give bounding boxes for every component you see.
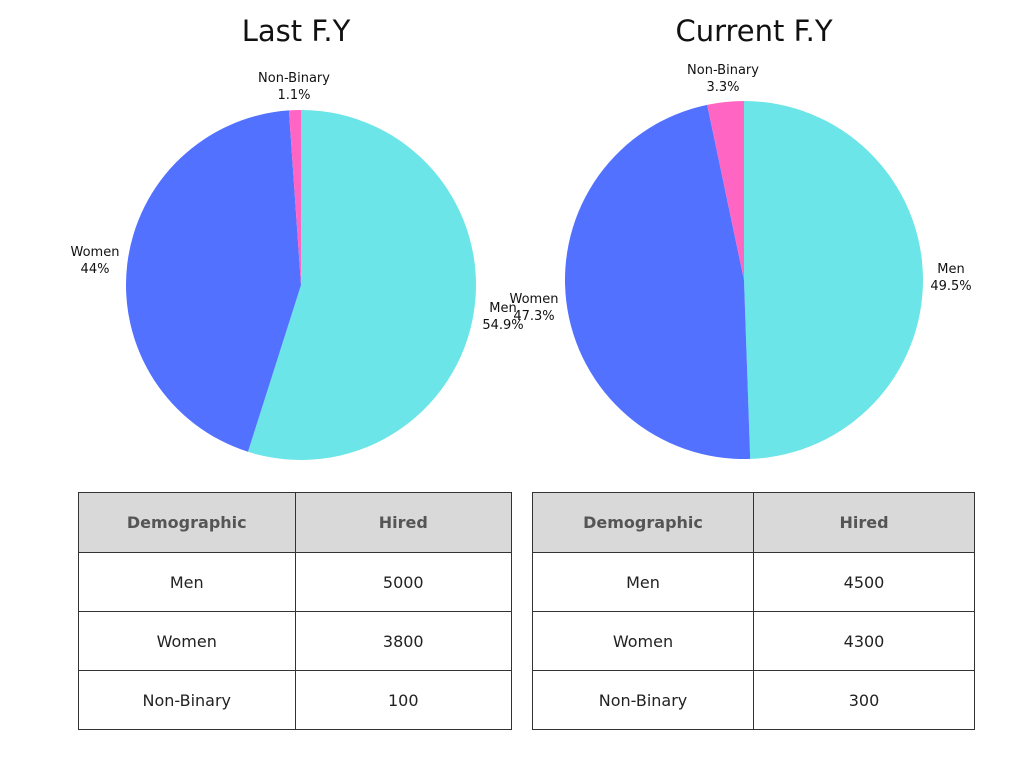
table-row: Non-Binary 100 bbox=[78, 670, 512, 730]
table-row: Non-Binary 300 bbox=[532, 670, 975, 730]
pie-slice-women bbox=[565, 104, 751, 459]
cell-hired: 300 bbox=[753, 670, 975, 730]
cell-demographic: Men bbox=[78, 552, 296, 612]
slice-value-label-women: 44% bbox=[81, 262, 110, 277]
column-header-hired: Hired bbox=[294, 492, 512, 553]
slice-label-women: Women bbox=[510, 292, 559, 307]
column-header-demographic: Demographic bbox=[78, 492, 296, 553]
pie-slice-non-binary bbox=[288, 110, 301, 285]
hiring-table-current-fy: Demographic Hired Men 4500 Women 4300 No… bbox=[532, 492, 975, 730]
table-row: Men 5000 bbox=[78, 552, 512, 612]
chart-title-current-fy: Current F.Y bbox=[675, 14, 833, 48]
cell-demographic: Women bbox=[78, 611, 296, 671]
slice-value-label-non-binary: 1.1% bbox=[277, 88, 310, 103]
pie-slice-women bbox=[125, 110, 301, 452]
table-header-row: Demographic Hired bbox=[532, 492, 975, 553]
cell-hired: 5000 bbox=[294, 552, 512, 612]
slice-label-men: Men bbox=[489, 301, 516, 316]
cell-demographic: Women bbox=[532, 611, 754, 671]
pie-slice-non-binary bbox=[707, 101, 744, 280]
chart-title-last-fy: Last F.Y bbox=[241, 14, 351, 48]
slice-label-non-binary: Non-Binary bbox=[687, 63, 759, 78]
pie-slice-men bbox=[247, 110, 476, 460]
table-row: Men 4500 bbox=[532, 552, 975, 612]
pie-chart-last-fy: Men 54.9% Women 44% Non-Binary 1.1% bbox=[71, 71, 524, 460]
slice-value-label-non-binary: 3.3% bbox=[706, 80, 739, 95]
cell-hired: 4300 bbox=[753, 611, 975, 671]
column-header-hired: Hired bbox=[753, 492, 975, 553]
slice-value-label-men: 54.9% bbox=[482, 318, 523, 333]
cell-demographic: Non-Binary bbox=[78, 670, 296, 730]
table-row: Women 3800 bbox=[78, 611, 512, 671]
table-row: Women 4300 bbox=[532, 611, 975, 671]
table-header-row: Demographic Hired bbox=[78, 492, 512, 553]
cell-hired: 4500 bbox=[753, 552, 975, 612]
cell-hired: 100 bbox=[294, 670, 512, 730]
slice-label-non-binary: Non-Binary bbox=[258, 71, 330, 86]
cell-hired: 3800 bbox=[294, 611, 512, 671]
slice-value-label-women: 47.3% bbox=[513, 309, 554, 324]
cell-demographic: Non-Binary bbox=[532, 670, 754, 730]
slice-label-women: Women bbox=[71, 245, 120, 260]
pie-slice-men bbox=[744, 101, 923, 459]
cell-demographic: Men bbox=[532, 552, 754, 612]
slice-label-men: Men bbox=[937, 262, 964, 277]
slice-value-label-men: 49.5% bbox=[930, 279, 971, 294]
column-header-demographic: Demographic bbox=[532, 492, 754, 553]
pie-chart-current-fy: Men 49.5% Women 47.3% Non-Binary 3.3% bbox=[510, 63, 972, 459]
hiring-table-last-fy: Demographic Hired Men 5000 Women 3800 No… bbox=[78, 492, 512, 730]
